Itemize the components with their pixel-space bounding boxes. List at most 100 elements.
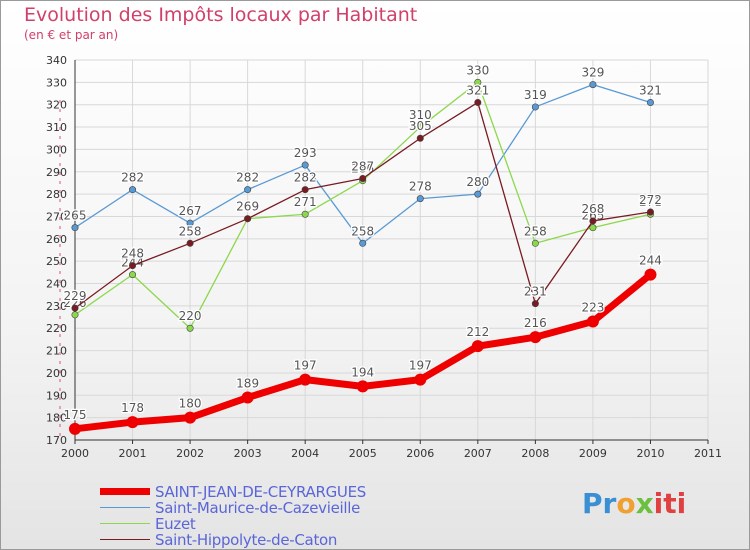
legend-label: SAINT-JEAN-DE-CEYRARGUES — [155, 483, 366, 501]
data-label: 223 — [581, 301, 604, 315]
data-point — [69, 422, 81, 435]
data-label: 178 — [121, 401, 144, 415]
logo-part: Pr — [582, 487, 617, 520]
data-label: 180 — [179, 397, 202, 411]
y-tick-label: 310 — [46, 121, 67, 134]
data-point — [529, 331, 542, 344]
y-tick-label: 270 — [46, 210, 67, 223]
logo-part: iti — [653, 487, 687, 520]
y-tick-label: 340 — [46, 54, 67, 67]
x-tick-label: 2002 — [176, 447, 204, 460]
data-point — [531, 239, 539, 247]
data-point — [474, 190, 482, 198]
legend-item: Saint-Hippolyte-de-Caton — [100, 531, 430, 549]
data-label: 272 — [639, 193, 662, 207]
data-point — [531, 300, 539, 308]
x-tick-label: 2010 — [636, 447, 664, 460]
data-label: 226 — [64, 296, 87, 310]
data-label: 220 — [179, 309, 202, 323]
data-label: 319 — [524, 88, 547, 102]
legend-label: Euzet — [155, 515, 196, 533]
data-label: 197 — [409, 359, 432, 373]
x-tick-label: 2011 — [694, 447, 722, 460]
data-point — [301, 186, 309, 194]
data-label: 305 — [409, 119, 432, 133]
data-label: 244 — [639, 254, 662, 268]
data-point — [186, 324, 194, 332]
legend-item: Saint-Maurice-de-Cazevieille — [100, 499, 430, 517]
x-tick-label: 2006 — [406, 447, 434, 460]
data-label: 258 — [351, 224, 374, 238]
data-point — [586, 315, 599, 328]
y-tick-label: 290 — [46, 166, 67, 179]
y-tick-label: 240 — [46, 278, 67, 291]
data-point — [241, 391, 254, 404]
x-tick-label: 2007 — [464, 447, 492, 460]
legend-swatch — [100, 488, 150, 495]
y-tick-label: 200 — [46, 367, 67, 380]
data-label: 231 — [524, 285, 547, 299]
data-point — [414, 373, 427, 386]
data-label: 280 — [466, 175, 489, 189]
data-label: 287 — [351, 159, 374, 173]
data-point — [589, 224, 597, 232]
y-tick-label: 210 — [46, 345, 67, 358]
x-tick-label: 2008 — [521, 447, 549, 460]
y-tick-label: 230 — [46, 300, 67, 313]
legend-label: Saint-Maurice-de-Cazevieille — [155, 499, 361, 517]
data-label: 271 — [639, 195, 662, 209]
x-tick-label: 2005 — [349, 447, 377, 460]
y-tick-label: 300 — [46, 143, 67, 156]
data-label: 269 — [236, 200, 259, 214]
data-label: 267 — [179, 204, 202, 218]
data-label: 321 — [466, 83, 489, 97]
data-point — [646, 98, 654, 106]
chart-title: Evolution des Impôts locaux par Habitant — [24, 4, 418, 26]
data-point — [646, 208, 654, 216]
data-point — [129, 186, 137, 194]
y-tick-label: 260 — [46, 233, 67, 246]
data-point — [129, 271, 137, 279]
x-tick-label: 2004 — [291, 447, 319, 460]
data-point — [244, 215, 252, 223]
data-label: 278 — [409, 180, 432, 194]
data-point — [359, 239, 367, 247]
data-point — [186, 219, 194, 227]
data-label: 271 — [294, 195, 317, 209]
data-point — [244, 186, 252, 194]
data-label: 258 — [524, 224, 547, 238]
data-point — [416, 134, 424, 142]
data-label: 321 — [639, 83, 662, 97]
x-tick-label: 2009 — [579, 447, 607, 460]
data-point — [301, 210, 309, 218]
data-label: 268 — [581, 202, 604, 216]
data-point — [416, 195, 424, 203]
data-label: 197 — [294, 359, 317, 373]
data-label: 194 — [351, 365, 374, 379]
y-tick-label: 330 — [46, 76, 67, 89]
data-point — [184, 411, 197, 424]
data-point — [129, 262, 137, 270]
x-tick-label: 2003 — [234, 447, 262, 460]
legend-label: Saint-Hippolyte-de-Caton — [155, 531, 338, 549]
data-label: 248 — [121, 247, 144, 261]
data-point — [299, 373, 312, 386]
data-point — [589, 81, 597, 89]
data-label: 216 — [524, 316, 547, 330]
data-point — [471, 340, 484, 353]
logo-part: o — [616, 487, 636, 520]
data-label: 330 — [466, 63, 489, 77]
y-tick-label: 280 — [46, 188, 67, 201]
data-point — [531, 103, 539, 111]
y-tick-label: 320 — [46, 99, 67, 112]
data-label: 229 — [64, 289, 87, 303]
data-point — [589, 217, 597, 225]
data-label: 329 — [581, 66, 604, 80]
data-label: 269 — [236, 200, 259, 214]
data-point — [71, 304, 79, 312]
data-label: 265 — [64, 209, 87, 223]
legend: SAINT-JEAN-DE-CEYRARGUES Saint-Maurice-d… — [100, 483, 430, 549]
y-tick-label: 170 — [46, 434, 67, 447]
